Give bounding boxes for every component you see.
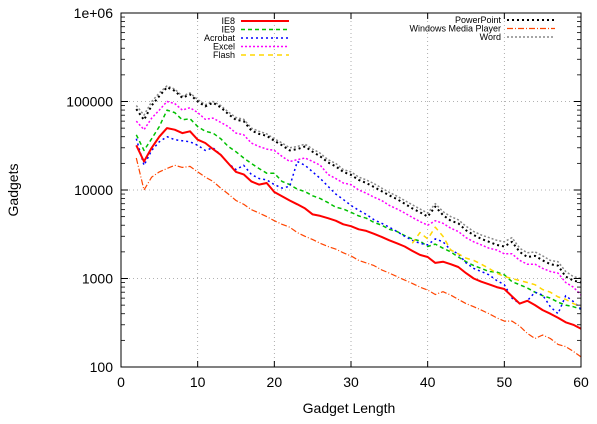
x-tick-label: 50 [497,374,513,390]
x-axis-label: Gadget Length [303,400,396,416]
series-line-windows-media-player [135,157,582,358]
series-line-powerpoint [135,86,582,284]
y-tick-label: 1e+06 [74,5,114,21]
y-tick-label: 100 [90,359,114,375]
series-line-ie9 [135,109,582,310]
series-line-flash [411,226,582,308]
grid [121,13,581,367]
x-tick-label: 0 [117,374,125,390]
legend-label: IE9 [221,25,235,35]
legend-label: Excel [213,42,235,52]
x-tick-label: 10 [190,374,206,390]
legend-label: Acrobat [204,33,236,43]
y-tick-label: 10000 [74,182,113,198]
y-axis-label: Gadgets [5,164,21,217]
series-line-word [135,85,582,280]
axis-ticks: 0 10 20 30 40 50 60 100 1000 10000 100000 1e+06 [66,5,589,390]
series-line-ie8 [135,127,582,330]
series-line-acrobat [135,135,582,315]
legend-label: Flash [213,50,235,60]
legend-label: PowerPoint [455,15,502,25]
series-line-excel [135,100,582,296]
series-lines [135,85,582,358]
y-tick-label: 1000 [82,271,113,287]
x-tick-label: 20 [267,374,283,390]
y-tick-label: 100000 [66,94,113,110]
legend-label: IE8 [221,16,235,26]
legend-label: Windows Media Player [409,24,501,34]
legend-label: Word [480,32,501,42]
x-tick-label: 40 [420,374,436,390]
x-tick-label: 60 [573,374,589,390]
x-tick-label: 30 [343,374,359,390]
